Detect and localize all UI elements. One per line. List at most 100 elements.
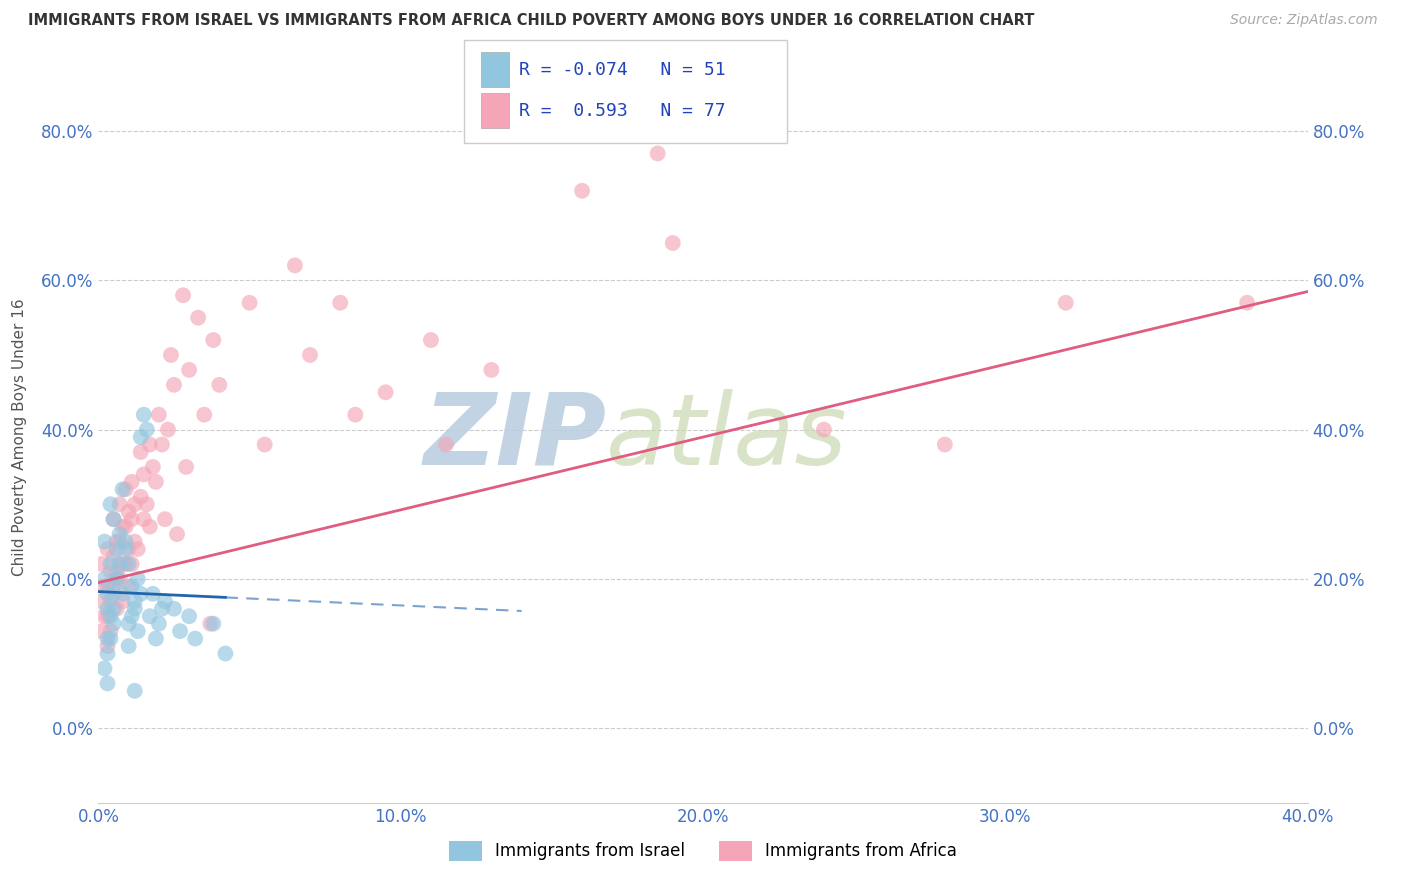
Text: atlas: atlas — [606, 389, 848, 485]
Point — [127, 624, 149, 639]
Point — [153, 594, 176, 608]
Point — [1236, 295, 1258, 310]
Point — [90, 594, 112, 608]
Point — [202, 616, 225, 631]
Point — [139, 609, 162, 624]
Point — [124, 534, 146, 549]
Point — [121, 579, 143, 593]
Point — [96, 609, 118, 624]
Point — [193, 408, 215, 422]
Text: R = -0.074   N = 51: R = -0.074 N = 51 — [519, 61, 725, 78]
Point — [90, 624, 112, 639]
Point — [661, 235, 683, 250]
Point — [150, 601, 173, 615]
Legend: Immigrants from Israel, Immigrants from Africa: Immigrants from Israel, Immigrants from … — [441, 834, 965, 868]
Point — [93, 609, 115, 624]
Point — [153, 512, 176, 526]
Point — [100, 632, 122, 646]
Point — [100, 594, 122, 608]
Point — [108, 557, 131, 571]
Point — [111, 519, 134, 533]
Point — [1054, 295, 1077, 310]
Point — [118, 542, 141, 557]
Point — [96, 542, 118, 557]
Point — [96, 587, 118, 601]
Point — [132, 408, 155, 422]
Point — [142, 459, 165, 474]
Point — [103, 549, 125, 564]
Point — [103, 512, 125, 526]
Point — [148, 616, 170, 631]
Point — [253, 437, 276, 451]
Point — [105, 572, 128, 586]
Point — [934, 437, 956, 451]
Point — [96, 632, 118, 646]
Point — [103, 512, 125, 526]
Point — [93, 572, 115, 586]
Point — [108, 527, 131, 541]
Point — [114, 534, 136, 549]
Point — [124, 594, 146, 608]
Point — [299, 348, 322, 362]
Point — [139, 437, 162, 451]
Point — [239, 295, 262, 310]
Point — [96, 579, 118, 593]
Point — [813, 423, 835, 437]
Point — [100, 497, 122, 511]
Point — [202, 333, 225, 347]
Point — [166, 527, 188, 541]
Point — [172, 288, 194, 302]
Point — [135, 423, 157, 437]
Point — [571, 184, 593, 198]
Point — [111, 483, 134, 497]
Point — [118, 557, 141, 571]
Point — [103, 579, 125, 593]
Point — [156, 423, 179, 437]
Point — [103, 587, 125, 601]
Point — [118, 505, 141, 519]
Point — [214, 647, 236, 661]
Point — [118, 579, 141, 593]
Point — [127, 572, 149, 586]
Point — [103, 601, 125, 615]
Point — [132, 467, 155, 482]
Point — [374, 385, 396, 400]
Point — [111, 587, 134, 601]
Point — [434, 437, 457, 451]
Point — [132, 512, 155, 526]
Text: R =  0.593   N = 77: R = 0.593 N = 77 — [519, 102, 725, 120]
Point — [96, 639, 118, 653]
Y-axis label: Child Poverty Among Boys Under 16: Child Poverty Among Boys Under 16 — [13, 298, 27, 576]
Point — [90, 557, 112, 571]
Point — [118, 639, 141, 653]
Point — [105, 542, 128, 557]
Point — [124, 601, 146, 615]
Point — [179, 363, 201, 377]
Point — [129, 430, 152, 444]
Point — [108, 534, 131, 549]
Point — [103, 616, 125, 631]
Point — [160, 348, 183, 362]
Point — [129, 445, 152, 459]
Point — [145, 632, 167, 646]
Point — [174, 459, 197, 474]
Point — [121, 512, 143, 526]
Point — [139, 519, 162, 533]
Point — [284, 259, 307, 273]
Point — [114, 557, 136, 571]
Point — [108, 497, 131, 511]
Point — [135, 497, 157, 511]
Point — [127, 542, 149, 557]
Point — [93, 661, 115, 675]
Point — [100, 609, 122, 624]
Point — [111, 557, 134, 571]
Point — [329, 295, 352, 310]
Point — [148, 408, 170, 422]
Point — [163, 377, 186, 392]
Point — [169, 624, 191, 639]
Point — [420, 333, 443, 347]
Point — [481, 363, 503, 377]
Point — [105, 565, 128, 579]
Point — [100, 565, 122, 579]
Point — [187, 310, 209, 325]
